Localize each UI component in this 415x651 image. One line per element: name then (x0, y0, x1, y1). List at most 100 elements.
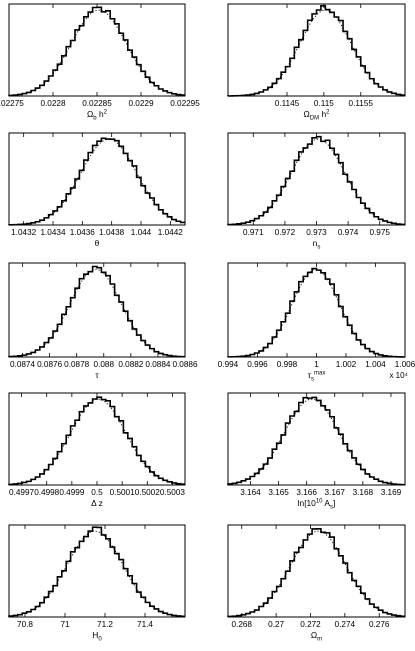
axes-frame (8, 3, 186, 97)
x-tick-label: 3.167 (325, 488, 346, 497)
x-axis-label: τsmax (308, 370, 326, 383)
x-axis-label: ln[1010 As] (298, 498, 336, 511)
x-tick-label: 1.006 (395, 360, 415, 369)
x-tick-label: 0.975 (369, 228, 390, 237)
histogram-series (8, 396, 185, 486)
x-axis-label: H0 (92, 630, 102, 643)
chart-panel-1: 0.02275 0.0228 0.02285 0.0229 0.02295 Ωb h2 (0, 3, 200, 122)
axes-frame (227, 262, 406, 358)
x-tick-label: 1.002 (336, 360, 357, 369)
x-tick-label: 1.0436 (70, 228, 95, 237)
chart-panel-10: 0.268 0.27 0.272 0.274 0.276 Ωm (227, 524, 406, 643)
axes-frame (8, 524, 186, 618)
x-tick-label: 0.5002 (135, 488, 160, 497)
x-tick-label: 1.0432 (11, 228, 36, 237)
chart-panel-2: 0.1145 0.115 0.1155 ΩDM h2 (227, 3, 406, 122)
axes-frame (227, 3, 406, 97)
dotted-curve (227, 268, 406, 358)
dotted-curve (8, 9, 186, 96)
x-tick-label: 1.0438 (99, 228, 124, 237)
x-tick-label: 0.272 (300, 620, 321, 629)
x-tick-label: 0.973 (306, 228, 327, 237)
dotted-curve (227, 138, 406, 226)
histogram-series (8, 265, 185, 358)
x-tick-label: 0.5003 (160, 488, 185, 497)
x-tick-label: 1.004 (365, 360, 386, 369)
x-axis-label: θ (95, 238, 100, 248)
x-exponent-label: x 10⁴ (389, 371, 408, 380)
x-tick-label: 1 (314, 360, 319, 369)
x-tick-label: 0.02285 (82, 99, 112, 108)
x-tick-label: 0.972 (275, 228, 296, 237)
dotted-curve (227, 398, 406, 486)
chart-panel-8: 3.164 3.165 3.166 3.167 3.168 3.169 ln[1010 As… (227, 392, 406, 511)
x-axis-label: ns (313, 238, 321, 251)
histogram-series (227, 528, 405, 618)
chart-panel-4: 0.971 0.972 0.973 0.974 0.975 ns (227, 132, 406, 251)
x-tick-label: 1.0434 (40, 228, 65, 237)
x-tick-label: 0.274 (335, 620, 356, 629)
dotted-curve (227, 530, 406, 618)
x-tick-label: 0.998 (277, 360, 298, 369)
x-axis-label: Δ z (91, 498, 103, 508)
axes-frame (8, 262, 186, 358)
x-tick-label: 0.0229 (128, 99, 153, 108)
x-tick-label: 0.5001 (110, 488, 135, 497)
x-tick-label: 3.165 (268, 488, 289, 497)
x-tick-label: 0.4998 (34, 488, 59, 497)
x-tick-label: 0.994 (218, 360, 239, 369)
chart-panel-6: 0.994 0.996 0.998 1 1.002 1.004 1.006 τsmax x 10… (218, 262, 415, 383)
x-tick-label: 3.166 (296, 488, 317, 497)
dotted-curve (8, 138, 186, 226)
histogram-series (8, 137, 185, 226)
x-axis-label: ΩDM h2 (304, 109, 331, 122)
chart-panel-9: 70.8 71 71.2 71.4 H0 (8, 524, 186, 643)
x-tick-label: 71.2 (97, 620, 113, 629)
x-tick-label: 0.115 (314, 99, 334, 108)
x-tick-label: 71.4 (137, 620, 153, 629)
axes-frame (227, 132, 406, 226)
chart-panel-5: 0.0874 0.0876 0.0878 0.088 0.0882 0.0884 0.088… (8, 262, 198, 380)
x-tick-label: 0.0884 (145, 360, 170, 369)
x-axis-label: Ωm (311, 630, 322, 643)
x-tick-label: 0.1155 (349, 99, 374, 108)
x-tick-label: 0.0878 (64, 360, 89, 369)
axes-frame (227, 524, 406, 618)
chart-panel-7: 0.4997 0.4998 0.4999 0.5 0.5001 0.5002 0.5003 Δ… (8, 392, 186, 508)
chart-panel-3: 1.0432 1.0434 1.0436 1.0438 1.044 1.0442 θ (8, 132, 186, 248)
x-tick-label: 3.169 (381, 488, 402, 497)
x-axis-label: τ (95, 370, 99, 380)
histogram-series (227, 135, 405, 226)
x-tick-label: 0.27 (268, 620, 284, 629)
x-tick-label: 0.5 (91, 488, 103, 497)
x-tick-label: 0.02275 (0, 99, 24, 108)
x-tick-label: 0.0876 (37, 360, 62, 369)
histogram-series (227, 396, 405, 486)
x-tick-label: 0.268 (231, 620, 252, 629)
axes-frame (8, 392, 186, 486)
x-tick-label: 1.044 (131, 228, 152, 237)
axes-frame (8, 132, 186, 226)
x-tick-label: 0.02295 (170, 99, 200, 108)
dotted-curve (8, 268, 186, 358)
x-tick-label: 3.168 (353, 488, 374, 497)
histogram-series (8, 526, 185, 618)
x-tick-label: 70.8 (17, 620, 33, 629)
x-tick-label: 0.276 (369, 620, 390, 629)
x-tick-label: 1.0442 (158, 228, 183, 237)
x-tick-label: 0.4997 (9, 488, 34, 497)
dotted-curve (8, 398, 186, 485)
x-tick-label: 0.4999 (59, 488, 84, 497)
x-axis-label: Ωb h2 (87, 109, 108, 122)
histogram-series (8, 6, 185, 97)
x-tick-label: 0.996 (247, 360, 268, 369)
x-tick-label: 0.0228 (40, 99, 65, 108)
axes-frame (227, 392, 406, 486)
dotted-curve (8, 530, 186, 617)
x-tick-label: 0.0882 (118, 360, 143, 369)
x-tick-label: 0.1145 (275, 99, 300, 108)
x-tick-label: 0.0886 (172, 360, 197, 369)
x-tick-label: 0.0874 (10, 360, 35, 369)
